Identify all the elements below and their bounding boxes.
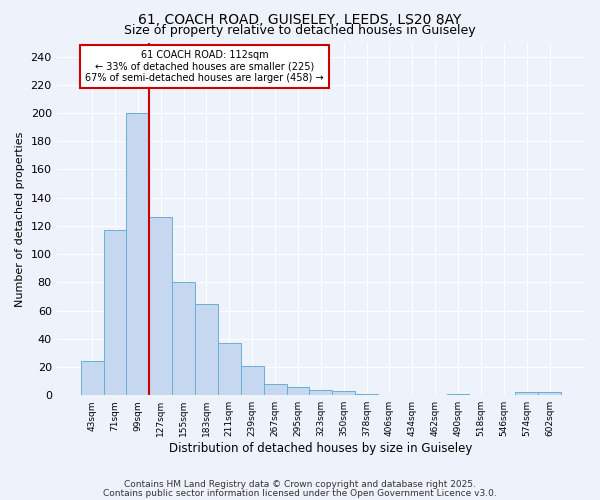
Bar	[287, 386, 310, 395]
X-axis label: Distribution of detached houses by size in Guiseley: Distribution of detached houses by size …	[169, 442, 473, 455]
Bar	[241, 366, 263, 395]
Bar	[127, 113, 149, 395]
Text: 61 COACH ROAD: 112sqm
← 33% of detached houses are smaller (225)
67% of semi-det: 61 COACH ROAD: 112sqm ← 33% of detached …	[85, 50, 324, 83]
Text: Size of property relative to detached houses in Guiseley: Size of property relative to detached ho…	[124, 24, 476, 37]
Bar	[172, 282, 195, 395]
Text: Contains public sector information licensed under the Open Government Licence v3: Contains public sector information licen…	[103, 489, 497, 498]
Bar	[538, 392, 561, 395]
Bar	[149, 218, 172, 395]
Text: 61, COACH ROAD, GUISELEY, LEEDS, LS20 8AY: 61, COACH ROAD, GUISELEY, LEEDS, LS20 8A…	[139, 12, 461, 26]
Bar	[310, 390, 332, 395]
Text: Contains HM Land Registry data © Crown copyright and database right 2025.: Contains HM Land Registry data © Crown c…	[124, 480, 476, 489]
Bar	[446, 394, 469, 395]
Bar	[332, 391, 355, 395]
Y-axis label: Number of detached properties: Number of detached properties	[15, 131, 25, 306]
Bar	[195, 304, 218, 395]
Bar	[104, 230, 127, 395]
Bar	[515, 392, 538, 395]
Bar	[80, 362, 104, 395]
Bar	[218, 343, 241, 395]
Bar	[355, 394, 378, 395]
Bar	[263, 384, 287, 395]
